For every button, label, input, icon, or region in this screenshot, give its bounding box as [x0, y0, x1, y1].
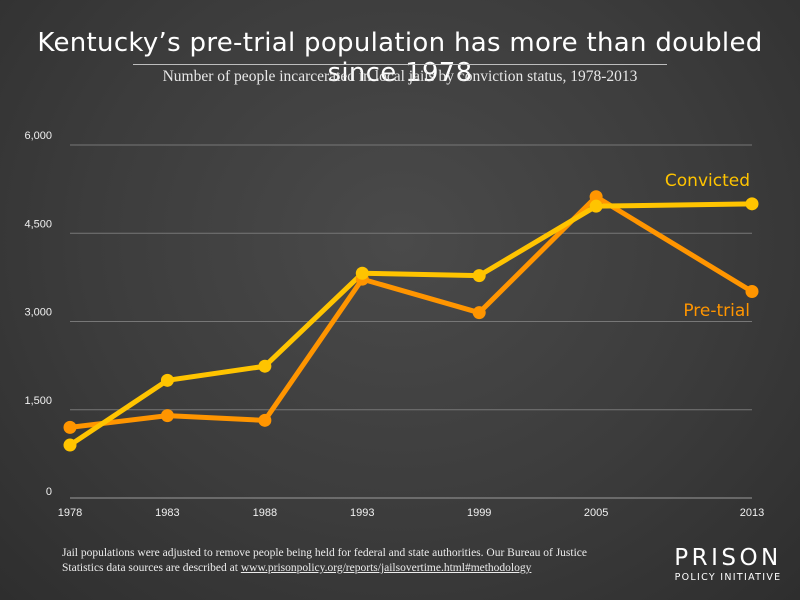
x-tick-label: 1978 — [58, 507, 82, 519]
logo-main-text: PRISON — [674, 545, 782, 571]
series-label-pretrial: Pre-trial — [683, 301, 750, 321]
chart-title: Kentucky’s pre-trial population has more… — [37, 28, 763, 88]
y-tick-label: 0 — [46, 486, 52, 498]
data-point-pretrial — [589, 190, 603, 204]
x-tick-label: 1988 — [253, 507, 277, 519]
y-tick-label: 4,500 — [24, 218, 52, 230]
y-tick-label: 3,000 — [24, 307, 52, 319]
chart-subtitle: Number of people incarcerated in local j… — [162, 68, 638, 85]
data-point-convicted — [63, 438, 77, 452]
series-labels: Convicted Pre-trial — [665, 171, 750, 321]
series-label-convicted: Convicted — [665, 171, 750, 191]
data-point-pretrial — [160, 409, 174, 423]
gridlines — [70, 144, 752, 499]
title-divider — [133, 64, 667, 65]
x-tick-label: 2013 — [740, 507, 764, 519]
methodology-link[interactable]: www.prisonpolicy.org/reports/jailsoverti… — [240, 562, 532, 574]
logo-sub-text: POLICY INITIATIVE — [674, 572, 782, 583]
x-tick-label: 1983 — [155, 507, 179, 519]
x-axis-ticks: 1978 1983 1988 1993 1999 2005 2013 — [58, 507, 764, 519]
x-tick-label: 1993 — [350, 507, 374, 519]
footnote-text: Jail populations were adjusted to remove… — [62, 547, 588, 574]
data-point-convicted — [355, 266, 369, 280]
data-point-convicted — [258, 359, 272, 373]
prison-policy-logo: PRISON POLICY INITIATIVE — [672, 545, 784, 583]
data-point-convicted — [160, 373, 174, 387]
data-point-pretrial — [258, 413, 272, 427]
data-point-pretrial — [472, 306, 486, 320]
x-tick-label: 1999 — [467, 507, 491, 519]
series-line-pretrial — [67, 194, 755, 430]
series-group — [63, 190, 759, 452]
data-point-convicted — [472, 269, 486, 283]
y-tick-label: 6,000 — [24, 130, 52, 142]
x-tick-label: 2005 — [584, 507, 608, 519]
y-tick-label: 1,500 — [24, 395, 52, 407]
footnote: Jail populations were adjusted to remove… — [62, 546, 622, 576]
data-point-pretrial — [63, 420, 77, 434]
y-axis-ticks: 0 1,500 3,000 4,500 6,000 — [24, 130, 52, 498]
data-point-convicted — [589, 199, 603, 213]
data-point-pretrial — [745, 284, 759, 298]
data-point-convicted — [745, 197, 759, 211]
series-line-convicted — [67, 201, 755, 448]
